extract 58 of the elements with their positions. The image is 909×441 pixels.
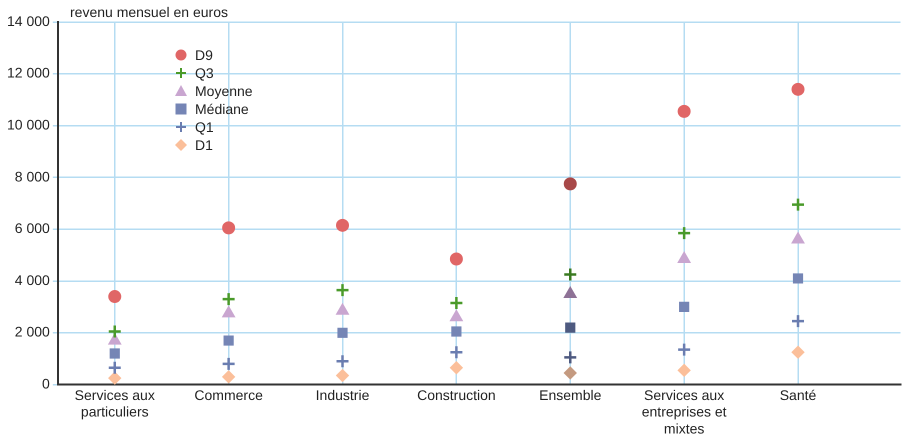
point [676, 226, 692, 240]
legend-label: Q3 [195, 64, 214, 82]
point [221, 292, 236, 306]
point [449, 296, 464, 310]
legend-label: D1 [195, 136, 213, 154]
point [222, 370, 236, 384]
point [336, 218, 350, 232]
y-tick-label: 8 000 [14, 168, 50, 184]
point [791, 232, 805, 244]
point [450, 361, 463, 374]
point [108, 360, 122, 376]
point [335, 282, 350, 298]
y-tick-label: 10 000 [6, 116, 50, 132]
point [792, 273, 804, 284]
point [337, 328, 348, 338]
y-tick-label: 12 000 [6, 64, 50, 81]
x-tick-label: Commerce [194, 386, 264, 403]
legend-label: Médiane [195, 100, 249, 118]
point [563, 267, 578, 282]
y-tick-label: 4 000 [14, 272, 50, 288]
legend-label: Q1 [195, 118, 214, 136]
y-axis-title: revenu mensuel en euros [70, 4, 228, 20]
point [792, 346, 805, 359]
point [678, 104, 691, 118]
point [790, 314, 806, 328]
legend-label: D9 [195, 46, 213, 64]
legend-label: Moyenne [195, 82, 253, 100]
x-tick-label: Services aux particuliers [74, 386, 155, 420]
point [108, 290, 122, 304]
point [335, 354, 350, 369]
y-tick-label: 6 000 [14, 220, 50, 236]
point [790, 197, 806, 212]
x-tick-label: Services aux entreprises et mixtes [642, 386, 727, 436]
point [450, 252, 463, 266]
x-tick-label: Santé [780, 386, 817, 403]
point [451, 326, 462, 337]
point [336, 369, 350, 382]
point [224, 335, 234, 346]
point [563, 350, 578, 365]
point [222, 221, 236, 234]
point [449, 344, 464, 360]
point [678, 364, 691, 377]
y-tick-label: 2 000 [14, 324, 50, 340]
point [565, 322, 576, 333]
point [679, 302, 690, 312]
x-tick-label: Ensemble [539, 386, 602, 403]
point [676, 342, 692, 357]
point [108, 324, 122, 339]
x-tick-label: Industrie [316, 386, 370, 403]
point [108, 372, 122, 385]
x-tick-label: Construction [417, 386, 496, 403]
y-tick-label: 0 [42, 375, 50, 392]
point [110, 348, 120, 359]
point [221, 356, 236, 372]
point [792, 82, 805, 96]
point [564, 177, 577, 190]
y-tick-label: 14 000 [6, 12, 50, 29]
point [564, 366, 577, 380]
